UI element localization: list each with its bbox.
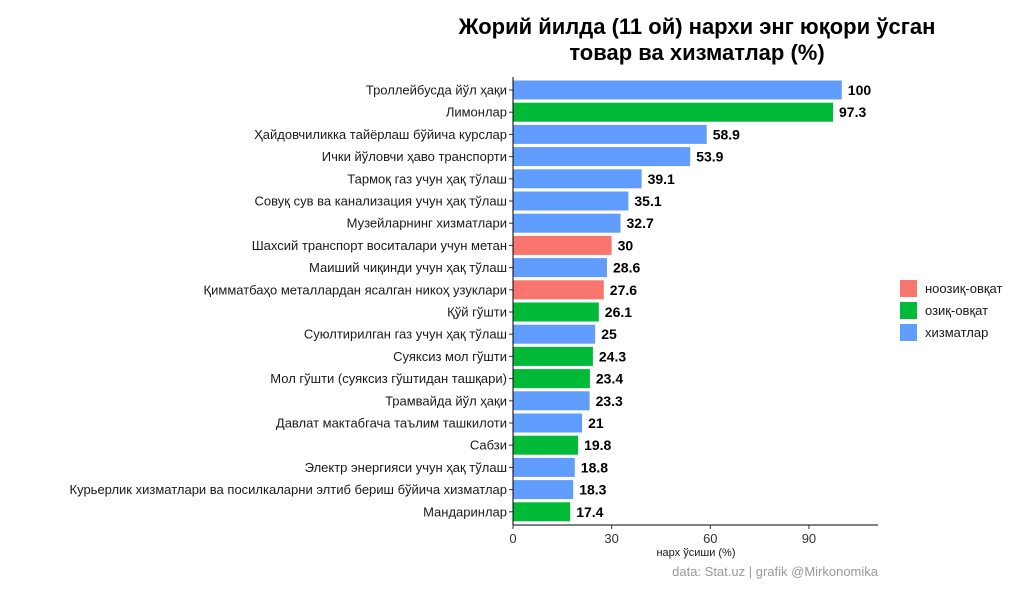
x-axis-title: нарх ўсиши (%): [656, 547, 735, 559]
legend-swatch: [900, 324, 917, 341]
value-label: 18.8: [581, 459, 608, 475]
x-tick-label: 30: [604, 531, 618, 546]
chart-title-line-2: товар ва хизматлар (%): [569, 40, 824, 65]
value-label: 97.3: [839, 104, 866, 120]
legend-swatch: [900, 280, 917, 297]
bar: [513, 280, 604, 300]
bar: [513, 346, 593, 366]
bars-layer: [513, 80, 842, 522]
bar: [513, 258, 607, 278]
value-label: 28.6: [613, 260, 640, 276]
x-tick-label: 0: [509, 531, 516, 546]
value-labels: 100 97.3 58.9 53.9 39.1 35.1 32.7 30 28.6 27.6 26.…: [576, 82, 871, 520]
category-label: Мол гўшти (суяксиз гўштидан ташқари): [270, 371, 507, 386]
category-label: Қимматбаҳо металлардан ясалган никоҳ узу…: [204, 282, 507, 297]
value-label: 21: [588, 415, 604, 431]
bar: [513, 191, 629, 211]
category-label: Маиший чиқинди учун ҳақ тўлаш: [309, 260, 507, 275]
bar: [513, 391, 590, 411]
category-label: Сабзи: [470, 438, 507, 453]
category-label: Суяксиз мол гўшти: [393, 349, 507, 364]
bar: [513, 457, 575, 477]
value-label: 53.9: [696, 149, 723, 165]
bar: [513, 502, 571, 522]
category-label: Трамвайда йўл ҳақи: [385, 393, 507, 408]
category-label: Давлат мактабгача таълим ташкилоти: [276, 416, 507, 431]
value-label: 18.3: [579, 482, 606, 498]
x-tick-label: 90: [802, 531, 816, 546]
value-label: 17.4: [576, 504, 603, 520]
value-label: 39.1: [648, 171, 675, 187]
category-label: Лимонлар: [446, 105, 507, 120]
category-label: Ҳайдовчиликка тайёрлаш бўйича курслар: [254, 127, 507, 142]
chart-title-line-1: Жорий йилда (11 ой) нархи энг юқори ўсга…: [458, 14, 936, 39]
value-label: 24.3: [599, 348, 626, 364]
value-label: 23.3: [596, 393, 623, 409]
category-label: Совуқ сув ва канализация учун ҳақ тўлаш: [255, 194, 507, 209]
legend-label: озиқ-овқат: [925, 303, 988, 318]
value-label: 32.7: [627, 215, 654, 231]
category-label: Шахсий транспорт воситалари учун метан: [252, 238, 507, 253]
category-label: Ички йўловчи ҳаво транспорти: [322, 149, 507, 164]
legend: ноозиқ-овқат озиқ-овқат хизматлар: [900, 280, 1003, 341]
category-label: Мандаринлар: [423, 504, 507, 519]
bar: [513, 169, 642, 189]
value-label: 19.8: [584, 437, 611, 453]
bar: [513, 324, 596, 344]
bar: [513, 413, 583, 433]
category-label: Суюлтирилган газ учун ҳақ тўлаш: [304, 327, 507, 342]
category-label: Курьерлик хизматлари ва посилкаларни элт…: [70, 482, 507, 497]
legend-swatch: [900, 302, 917, 319]
category-label: Троллейбусда йўл ҳақи: [366, 83, 507, 98]
value-label: 27.6: [610, 282, 637, 298]
bar: [513, 435, 579, 455]
category-label: Электр энергияси учун ҳақ тўлаш: [305, 460, 507, 475]
value-label: 26.1: [605, 304, 632, 320]
data-source-caption: data: Stat.uz | grafik @Mirkonomika: [672, 564, 879, 579]
x-tick-label: 60: [703, 531, 717, 546]
legend-label: ноозиқ-овқат: [925, 281, 1003, 296]
value-label: 25: [601, 326, 617, 342]
category-label: Тармоқ газ учун ҳақ тўлаш: [347, 171, 507, 186]
bar: [513, 80, 842, 100]
bar: [513, 302, 599, 322]
value-label: 100: [848, 82, 872, 98]
legend-label: хизматлар: [925, 325, 988, 340]
value-label: 30: [618, 237, 634, 253]
value-label: 23.4: [596, 371, 623, 387]
bar: [513, 213, 621, 233]
category-labels: Троллейбусда йўл ҳақи Лимонлар Ҳайдовчилик…: [70, 83, 513, 519]
category-label: Музейларнинг хизматлари: [347, 216, 507, 231]
bar: [513, 480, 574, 500]
value-label: 58.9: [713, 126, 740, 142]
bar: [513, 235, 612, 255]
bar: [513, 102, 833, 122]
bar: [513, 369, 590, 389]
x-axis-ticks: 0 30 60 90: [509, 525, 816, 546]
category-label: Қўй гўшти: [447, 305, 507, 320]
bar: [513, 124, 707, 144]
bar: [513, 147, 691, 167]
value-label: 35.1: [634, 193, 661, 209]
